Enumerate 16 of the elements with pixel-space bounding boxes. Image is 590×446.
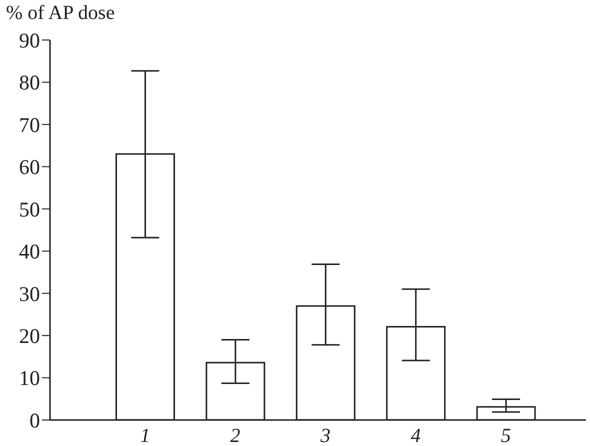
y-tick-label: 40 <box>19 240 40 264</box>
y-tick-label: 0 <box>30 408 40 432</box>
y-tick-label: 90 <box>19 28 40 52</box>
x-tick-label: 4 <box>410 425 421 446</box>
y-axis-title: % of AP dose <box>6 2 115 25</box>
y-tick-label: 50 <box>19 197 40 222</box>
x-tick-label: 2 <box>230 425 240 446</box>
y-tick-label: 30 <box>19 282 40 306</box>
y-tick-label: 80 <box>19 70 40 95</box>
y-tick-label: 70 <box>19 112 40 137</box>
x-tick-label: 5 <box>500 425 511 446</box>
x-tick-label: 1 <box>140 425 150 446</box>
y-tick-label: 60 <box>19 155 40 180</box>
y-tick-label: 10 <box>19 366 40 390</box>
y-tick-label: 20 <box>19 324 40 348</box>
x-tick-label: 3 <box>320 425 330 446</box>
